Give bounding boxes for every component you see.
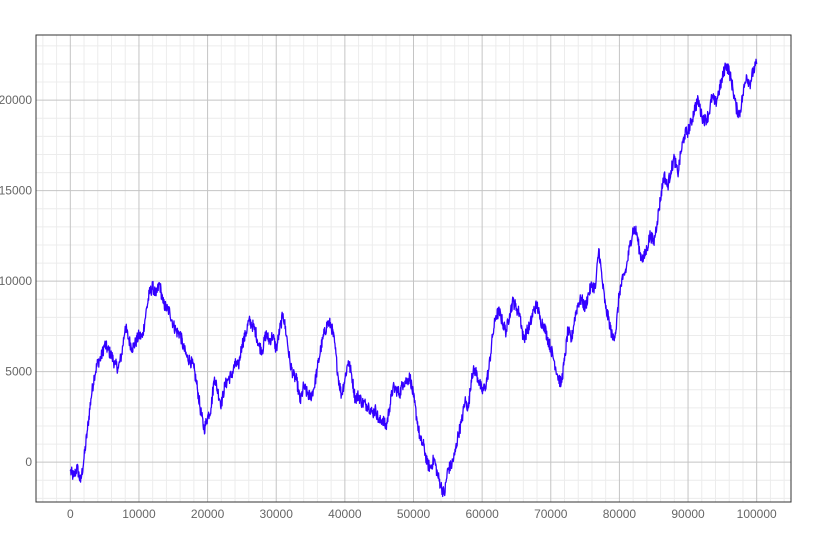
x-tick-label: 30000 (260, 507, 294, 521)
x-tick-label: 70000 (534, 507, 568, 521)
x-tick-label: 20000 (191, 507, 225, 521)
x-tick-label: 60000 (465, 507, 499, 521)
y-tick-labels: 0 5000 10000 15000 20000 (0, 93, 32, 469)
y-tick-label: 5000 (5, 365, 32, 379)
series-layer (69, 58, 758, 498)
plot-frame (35, 34, 792, 503)
y-tick-label: 0 (25, 455, 32, 469)
x-tick-label: 10000 (122, 507, 156, 521)
y-tick-label: 10000 (0, 274, 32, 288)
series-line-0 (69, 58, 758, 498)
major-grid (36, 35, 791, 502)
y-tick-label: 15000 (0, 184, 32, 198)
x-tick-label: 40000 (328, 507, 362, 521)
x-tick-label: 50000 (397, 507, 431, 521)
x-tick-label: 0 (67, 507, 74, 521)
x-tick-labels: 0 10000 20000 30000 40000 50000 60000 70000 8000… (67, 507, 777, 521)
x-tick-label: 100000 (737, 507, 777, 521)
x-tick-label: 90000 (671, 507, 705, 521)
x-tick-label: 80000 (603, 507, 637, 521)
y-tick-label: 20000 (0, 93, 32, 107)
